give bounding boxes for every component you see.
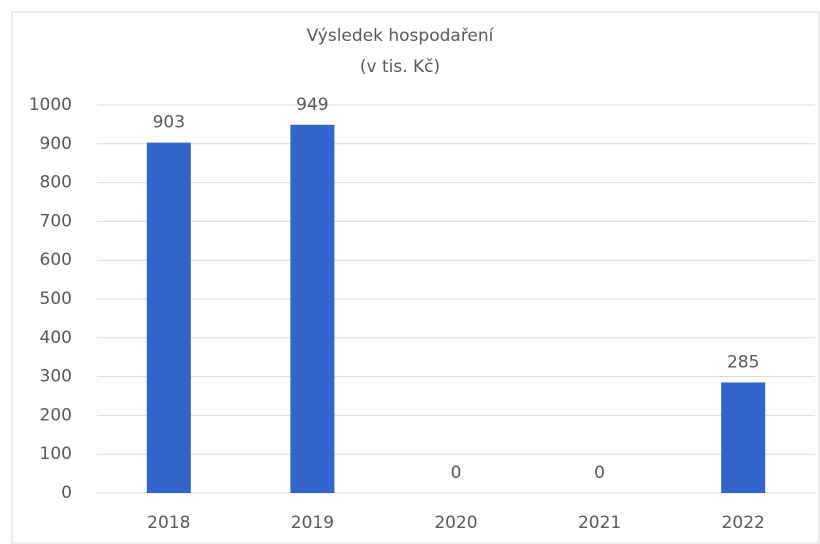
y-tick-label: 800 — [40, 173, 72, 193]
x-tick-label: 2020 — [434, 513, 477, 533]
y-tick-label: 300 — [40, 367, 72, 387]
chart-frame — [11, 11, 820, 544]
data-label: 0 — [594, 463, 605, 483]
x-tick-label: 2022 — [722, 513, 765, 533]
bar — [290, 124, 335, 494]
chart-title: Výsledek hospodaření — [307, 26, 495, 46]
y-tick-label: 400 — [40, 328, 72, 348]
y-tick-label: 200 — [40, 405, 72, 425]
data-label: 0 — [451, 463, 462, 483]
y-tick-label: 600 — [40, 250, 72, 270]
bar — [721, 382, 766, 493]
y-tick-label: 0 — [61, 483, 72, 503]
data-label: 285 — [727, 352, 759, 372]
y-tick-label: 1000 — [29, 95, 72, 115]
bar — [146, 142, 191, 494]
chart-subtitle: (v tis. Kč) — [360, 57, 440, 77]
y-tick-label: 700 — [40, 211, 72, 231]
data-label: 949 — [296, 95, 328, 115]
data-label: 903 — [153, 113, 185, 133]
y-tick-label: 100 — [40, 444, 72, 464]
y-tick-label: 900 — [40, 134, 72, 154]
x-tick-label: 2018 — [147, 513, 190, 533]
x-tick-label: 2021 — [578, 513, 621, 533]
y-tick-label: 500 — [40, 289, 72, 309]
x-tick-label: 2019 — [291, 513, 334, 533]
